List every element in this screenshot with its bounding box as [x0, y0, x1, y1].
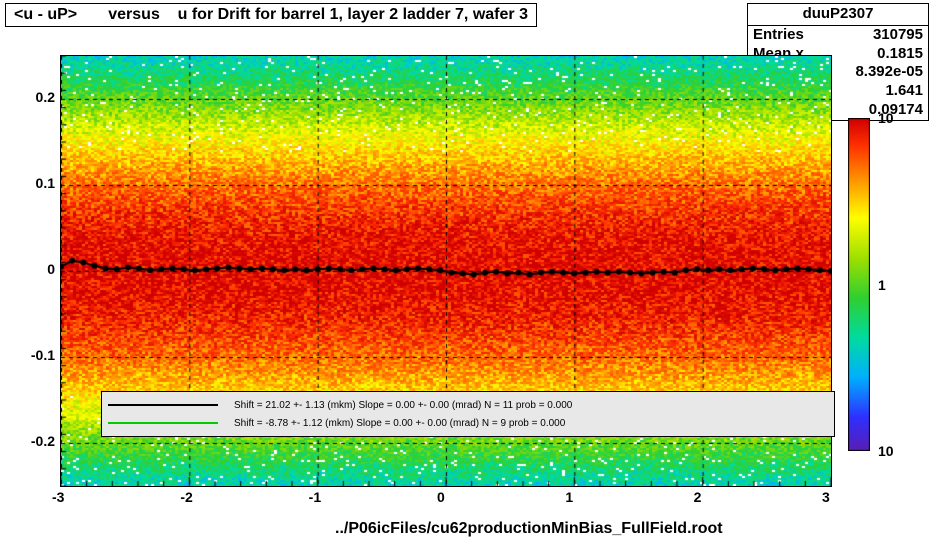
colorbar-tick-label: 1	[878, 277, 886, 293]
x-tick-label: -1	[309, 489, 321, 505]
x-tick-label: -3	[52, 489, 64, 505]
legend-text: Shift = -8.78 +- 1.12 (mkm) Slope = 0.00…	[234, 418, 565, 429]
stats-label: Entries	[753, 26, 804, 45]
stats-value: 1.641	[885, 82, 923, 101]
y-tick-label: -0.1	[5, 347, 55, 363]
legend-swatch	[108, 404, 218, 406]
colorbar-tick-label: 10	[878, 110, 894, 126]
y-tick-label: 0	[5, 261, 55, 277]
stats-value: 310795	[873, 26, 923, 45]
legend-swatch	[108, 422, 218, 424]
legend-text: Shift = 21.02 +- 1.13 (mkm) Slope = 0.00…	[234, 400, 572, 411]
legend-row: Shift = 21.02 +- 1.13 (mkm) Slope = 0.00…	[108, 396, 828, 414]
colorbar	[848, 118, 870, 451]
stats-value: 0.1815	[877, 45, 923, 64]
x-tick-label: -2	[180, 489, 192, 505]
x-tick-label: 0	[437, 489, 445, 505]
stats-value: 0.09174	[869, 101, 923, 120]
x-tick-label: 2	[694, 489, 702, 505]
y-tick-label: 0.1	[5, 175, 55, 191]
x-tick-label: 3	[822, 489, 830, 505]
x-tick-label: 1	[565, 489, 573, 505]
stats-row: Entries 310795	[748, 26, 928, 45]
footer-path: ../P06icFiles/cu62productionMinBias_Full…	[335, 520, 723, 538]
y-tick-label: 0.2	[5, 89, 55, 105]
plot-area: Shift = 21.02 +- 1.13 (mkm) Slope = 0.00…	[60, 55, 832, 487]
stats-value: 8.392e-05	[855, 63, 923, 82]
fit-legend: Shift = 21.02 +- 1.13 (mkm) Slope = 0.00…	[101, 391, 835, 437]
stats-name: duuP2307	[748, 4, 928, 26]
legend-row: Shift = -8.78 +- 1.12 (mkm) Slope = 0.00…	[108, 414, 828, 432]
plot-title: <u - uP> versus u for Drift for barrel 1…	[5, 3, 537, 27]
y-tick-label: -0.2	[5, 433, 55, 449]
colorbar-tick-label: 10	[878, 443, 894, 459]
